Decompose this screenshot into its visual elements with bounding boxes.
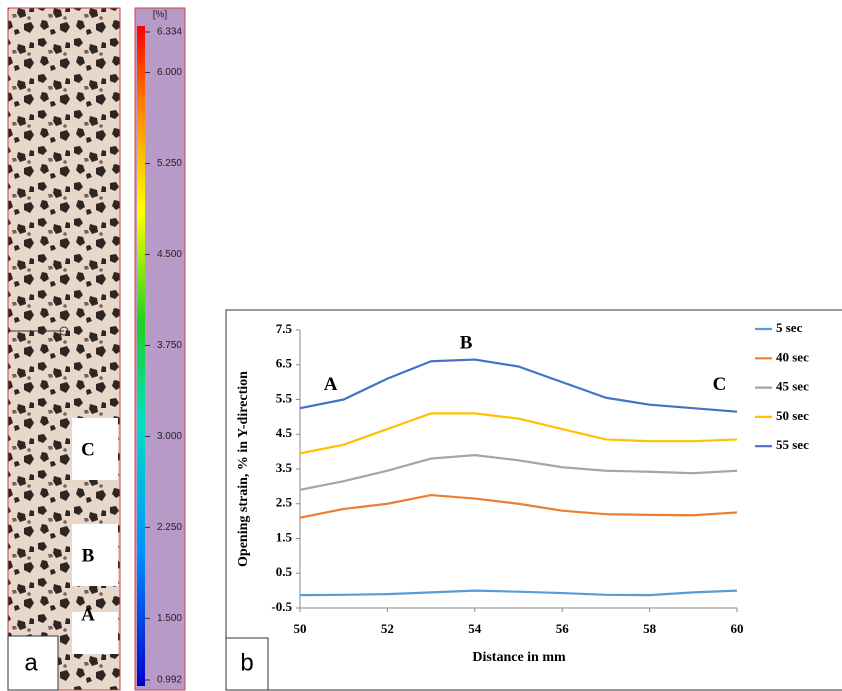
y-tick-label: 0.5: [276, 564, 293, 579]
point-label: B: [82, 545, 95, 566]
y-tick-label: 6.5: [276, 356, 293, 371]
panel-label: a: [24, 649, 38, 676]
panel-label-box: [225, 637, 269, 691]
y-tick-label: -0.5: [271, 599, 292, 614]
series-line: [299, 358, 738, 413]
colorbar-tick-label: 1.500: [157, 613, 182, 624]
colorbar-unit: [%]: [153, 10, 168, 21]
x-tick-label: 54: [468, 621, 482, 636]
y-tick-label: 5.5: [276, 390, 293, 405]
series-line: [299, 454, 738, 491]
point-label: A: [81, 604, 95, 625]
y-tick-label: 7.5: [276, 321, 293, 336]
series-line: [299, 493, 738, 519]
legend-label: 40 sec: [776, 349, 809, 364]
label-box: [72, 418, 118, 480]
panel-b: Distance in mm Opening strain, % in Y-di…: [225, 309, 842, 691]
panel-label-box: [7, 635, 59, 691]
x-tick-label: 52: [381, 621, 394, 636]
label-box: [72, 612, 118, 654]
series-line: [299, 589, 738, 597]
y-tick-label: 4.5: [276, 425, 293, 440]
y-tick-label: 2.5: [276, 495, 293, 510]
colorbar-tick-label: 3.000: [157, 431, 182, 442]
x-tick-label: 58: [643, 621, 657, 636]
x-tick-label: 56: [556, 621, 570, 636]
annotation: A: [324, 374, 338, 395]
colorbar-tick-label: 6.334: [157, 27, 182, 38]
marker: [59, 326, 69, 336]
legend-label: 5 sec: [776, 320, 803, 335]
colorbar-tick-label: 0.992: [157, 675, 182, 686]
colorbar-tick-label: 5.250: [157, 158, 182, 169]
colorbar-tick-label: 6.000: [157, 67, 182, 78]
colorbar: [137, 26, 145, 686]
legend-label: 45 sec: [776, 379, 809, 394]
annotation: C: [713, 374, 727, 395]
annotation: B: [460, 332, 473, 353]
y-tick-label: 3.5: [276, 460, 293, 475]
x-tick-label: 60: [731, 621, 744, 636]
legend-label: 50 sec: [776, 408, 809, 423]
point-label: C: [81, 439, 95, 460]
x-tick-label: 50: [294, 621, 307, 636]
legend-label: 55 sec: [776, 437, 809, 452]
y-axis-label: Opening strain, % in Y-direction: [236, 371, 251, 567]
panel-label: b: [240, 649, 253, 676]
label-box: [72, 524, 118, 586]
x-axis-label: Distance in mm: [472, 650, 566, 665]
y-tick-label: 1.5: [276, 529, 293, 544]
series-line: [299, 412, 738, 455]
chart-frame: [225, 309, 842, 691]
panel-a: C B A a [%]: [7, 7, 186, 691]
colorbar-tick-label: 3.750: [157, 340, 182, 351]
colorbar-tick-label: 2.250: [157, 522, 182, 533]
colorbar-tick-label: 4.500: [157, 249, 182, 260]
